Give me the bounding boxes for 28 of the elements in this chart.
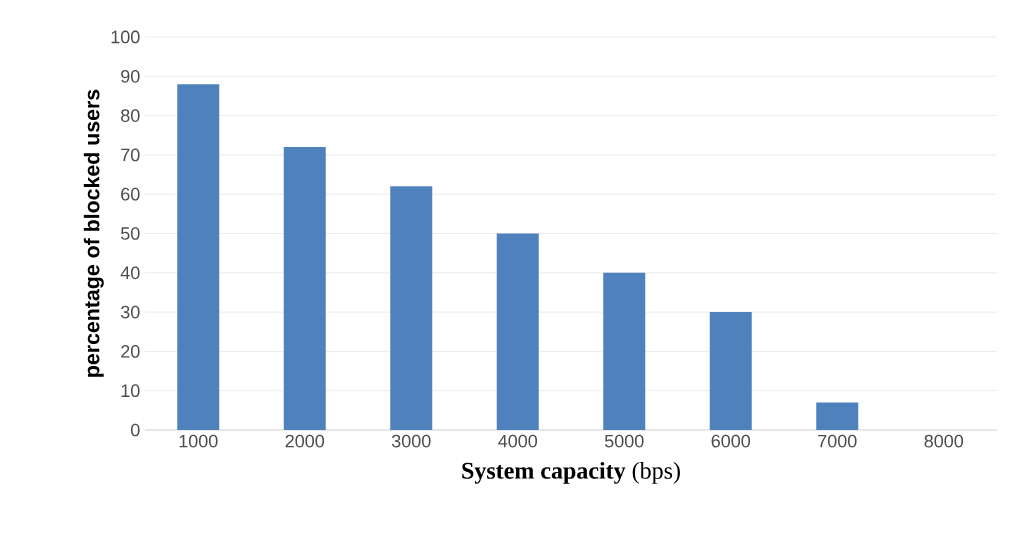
y-tick-label: 80 (121, 109, 140, 122)
x-tick-label: 6000 (711, 434, 751, 448)
x-tick-label: 2000 (285, 434, 325, 448)
y-tick-label: 40 (120, 266, 140, 280)
y-tick-label: 60 (121, 187, 140, 201)
y-tick-label: 20 (121, 345, 140, 358)
x-tick-label: 4000 (498, 434, 538, 448)
bar (816, 402, 859, 430)
bar (603, 272, 646, 430)
x-tick-label: 3000 (391, 434, 431, 448)
y-tick-label: 50 (120, 227, 140, 240)
bar (709, 312, 752, 430)
x-tick-label: 5000 (604, 434, 644, 448)
y-tick-label: 0 (130, 423, 140, 437)
x-axis-title: System capacity (bps) (462, 461, 680, 484)
x-tick-label: 1000 (179, 434, 218, 448)
y-tick-label: 90 (121, 69, 140, 83)
bar (390, 186, 433, 430)
bar (177, 84, 220, 430)
y-tick-label: 70 (121, 148, 140, 162)
y-tick-label: 100 (111, 30, 140, 44)
y-tick-label: 30 (120, 305, 140, 319)
y-axis-title: percentage of blocked users (83, 89, 104, 377)
bar (496, 233, 539, 430)
bar (283, 147, 326, 430)
y-tick-label: 10 (121, 384, 140, 398)
x-tick-label: 7000 (818, 434, 857, 448)
x-tick-label: 8000 (924, 434, 964, 448)
